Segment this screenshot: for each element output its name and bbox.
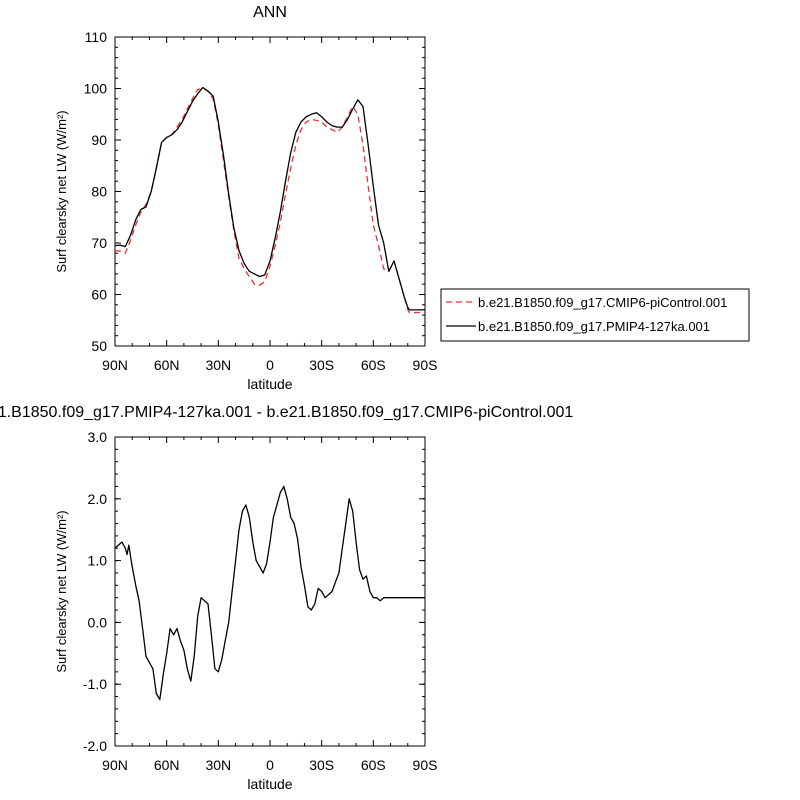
- x-tick-label: 30S: [309, 357, 334, 373]
- series-line-0: [114, 87, 425, 314]
- y-tick-label: 90: [91, 132, 107, 148]
- y-axis-label: Surf clearsky net LW (W/m²): [54, 510, 69, 672]
- x-tick-label: 90S: [413, 757, 438, 773]
- panel-top: ANN 90N 60N 30N 0 30S 60S 90S 50 60 70 80 90 100 110 la…: [54, 4, 437, 392]
- x-tick-label: 0: [266, 757, 274, 773]
- x-tick-label: 60N: [154, 357, 180, 373]
- y-tick-label: 3.0: [88, 429, 108, 445]
- legend: b.e21.B1850.f09_g17.CMIP6-piControl.001b…: [440, 288, 750, 342]
- y-tick-label: 50: [91, 338, 107, 354]
- y-tick-label: 110: [85, 29, 108, 45]
- plot-frame: [114, 436, 426, 747]
- chart-title: ANN: [253, 4, 287, 21]
- legend-label-1: b.e21.B1850.f09_g17.PMIP4-127ka.001: [478, 319, 710, 334]
- x-tick-label: 60S: [361, 357, 386, 373]
- x-tick-label: 90N: [102, 357, 128, 373]
- legend-box: [440, 288, 750, 342]
- x-tick-label: 90S: [413, 357, 438, 373]
- x-tick-label: 30N: [205, 757, 231, 773]
- plot-frame: [114, 36, 426, 347]
- legend-label-0: b.e21.B1850.f09_g17.CMIP6-piControl.001: [478, 295, 727, 310]
- y-tick-label: 2.0: [88, 491, 108, 507]
- series-line-1: [114, 86, 425, 311]
- x-tick-label: 60S: [361, 757, 386, 773]
- y-tick-label: 100: [84, 81, 108, 97]
- panel-bottom: b.e21.B1850.f09_g17.PMIP4-127ka.001 - b.…: [0, 404, 573, 792]
- x-tick-label: 90N: [102, 757, 128, 773]
- y-tick-label: 0.0: [88, 614, 108, 630]
- x-tick-label: 30N: [205, 357, 231, 373]
- y-tick-label: -1.0: [83, 676, 107, 692]
- y-axis-label: Surf clearsky net LW (W/m²): [54, 110, 69, 272]
- x-axis-label: latitude: [247, 776, 292, 792]
- y-tick-label: 70: [91, 235, 107, 251]
- chart-title: b.e21.B1850.f09_g17.PMIP4-127ka.001 - b.…: [0, 404, 573, 421]
- x-tick-label: 60N: [154, 757, 180, 773]
- y-tick-label: 60: [91, 287, 107, 303]
- y-tick-label: 1.0: [88, 553, 108, 569]
- x-tick-label: 30S: [309, 757, 334, 773]
- series-line-0: [114, 485, 425, 701]
- y-tick-label: -2.0: [83, 738, 107, 754]
- x-axis-label: latitude: [247, 376, 292, 392]
- x-tick-label: 0: [266, 357, 274, 373]
- y-tick-label: 80: [91, 184, 107, 200]
